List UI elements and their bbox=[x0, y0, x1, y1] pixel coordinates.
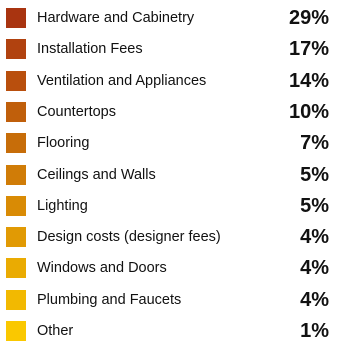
legend-value: 29% bbox=[288, 7, 329, 29]
legend-swatch bbox=[6, 70, 26, 91]
legend-row: Windows and Doors 4% bbox=[0, 255, 343, 286]
legend-value: 14% bbox=[288, 69, 329, 92]
legend-value: 17% bbox=[288, 38, 329, 61]
legend-value: 4% bbox=[300, 257, 329, 280]
legend-row: Flooring 7% bbox=[0, 130, 343, 161]
legend-swatch bbox=[6, 321, 26, 341]
legend-swatch bbox=[6, 227, 26, 248]
legend-value: 7% bbox=[300, 132, 329, 155]
legend-swatch bbox=[6, 289, 26, 310]
legend-label: Plumbing and Faucets bbox=[37, 291, 182, 308]
legend-swatch bbox=[6, 39, 26, 60]
legend-swatch bbox=[6, 133, 26, 154]
legend-row: Countertops 10% bbox=[0, 99, 343, 130]
legend-row: Plumbing and Faucets 4% bbox=[0, 287, 343, 318]
legend-row: Hardware and Cabinetry 29% bbox=[0, 5, 343, 36]
chart-legend: Hardware and Cabinetry 29% Installation Fe… bbox=[0, 5, 343, 342]
legend-label: Flooring bbox=[37, 135, 90, 152]
legend-swatch bbox=[6, 164, 26, 185]
legend-swatch bbox=[6, 101, 26, 122]
legend-label: Ceilings and Walls bbox=[37, 166, 156, 183]
legend-label: Other bbox=[37, 323, 74, 339]
legend-value: 1% bbox=[300, 320, 329, 342]
legend-value: 4% bbox=[300, 288, 329, 311]
legend-label: Hardware and Cabinetry bbox=[37, 10, 195, 26]
legend-label: Design costs (designer fees) bbox=[37, 229, 221, 246]
legend-value: 5% bbox=[300, 163, 329, 186]
legend-row: Ventilation and Appliances 14% bbox=[0, 68, 343, 99]
legend-label: Ventilation and Appliances bbox=[37, 72, 207, 89]
legend-swatch bbox=[6, 258, 26, 279]
legend-label: Windows and Doors bbox=[37, 260, 167, 277]
legend-row: Lighting 5% bbox=[0, 193, 343, 224]
legend-value: 10% bbox=[288, 100, 329, 123]
legend-label: Lighting bbox=[37, 197, 88, 214]
legend-label: Installation Fees bbox=[37, 41, 143, 58]
legend-row: Other 1% bbox=[0, 318, 343, 349]
legend-label: Countertops bbox=[37, 103, 116, 120]
legend-row: Installation Fees 17% bbox=[0, 36, 343, 67]
legend-value: 4% bbox=[300, 226, 329, 249]
legend-swatch bbox=[6, 8, 26, 28]
legend-swatch bbox=[6, 195, 26, 216]
legend-row: Ceilings and Walls 5% bbox=[0, 162, 343, 193]
legend-value: 5% bbox=[300, 194, 329, 217]
legend-row: Design costs (designer fees) 4% bbox=[0, 224, 343, 255]
